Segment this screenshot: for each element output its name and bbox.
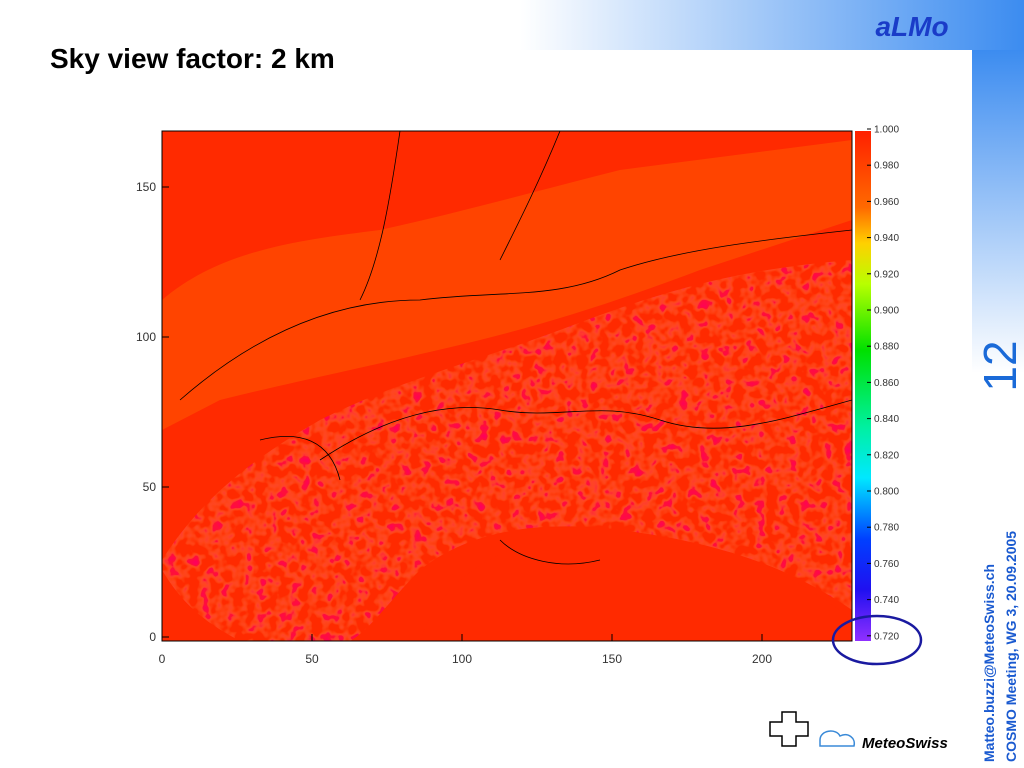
x-tick-label: 100 xyxy=(452,652,472,666)
colorbar-label: 0.760 xyxy=(874,559,899,570)
page-number: 12 xyxy=(974,340,1024,391)
x-tick-label: 150 xyxy=(602,652,622,666)
colorbar-label: 0.820 xyxy=(874,450,899,461)
colorbar-label: 1.000 xyxy=(874,125,899,136)
footer-email: Matteo.buzzi@MeteoSwiss.ch xyxy=(981,564,997,762)
y-tick-label: 100 xyxy=(136,330,156,344)
x-tick-label: 0 xyxy=(159,652,166,666)
colorbar xyxy=(855,131,871,641)
colorbar-label: 0.740 xyxy=(874,595,899,606)
slide-title: Sky view factor: 2 km xyxy=(50,43,335,74)
colorbar-label: 0.960 xyxy=(874,197,899,208)
logo-mark xyxy=(769,711,856,747)
x-tick-label: 50 xyxy=(305,652,319,666)
y-tick-label: 0 xyxy=(149,630,156,644)
colorbar-label: 0.860 xyxy=(874,378,899,389)
y-tick-label: 150 xyxy=(136,180,156,194)
header-band xyxy=(520,0,1024,50)
colorbar-label: 0.980 xyxy=(874,161,899,172)
side-band xyxy=(972,50,1024,768)
plot-frame xyxy=(161,130,853,642)
logo-text: MeteoSwiss xyxy=(862,735,948,752)
x-tick-label: 200 xyxy=(752,652,772,666)
sky-view-map xyxy=(162,131,852,641)
y-tick-label: 50 xyxy=(143,480,157,494)
colorbar-label: 0.920 xyxy=(874,269,899,280)
brand: aLMo xyxy=(875,11,948,42)
colorbar-label: 0.800 xyxy=(874,487,899,498)
colorbar-label: 0.900 xyxy=(874,306,899,317)
colorbar-label: 0.940 xyxy=(874,233,899,244)
footer-meeting: COSMO Meeting, WG 3, 20.09.2005 xyxy=(1003,531,1019,762)
colorbar-label: 0.840 xyxy=(874,414,899,425)
colorbar-label: 0.720 xyxy=(874,631,899,642)
axes: 0 50 100 150 200 0 50 100 150 1.000 0.980 0.960 0.94… xyxy=(136,125,899,667)
colorbar-label: 0.780 xyxy=(874,523,899,534)
colorbar-label: 0.880 xyxy=(874,342,899,353)
highlight-ellipse xyxy=(831,614,923,666)
